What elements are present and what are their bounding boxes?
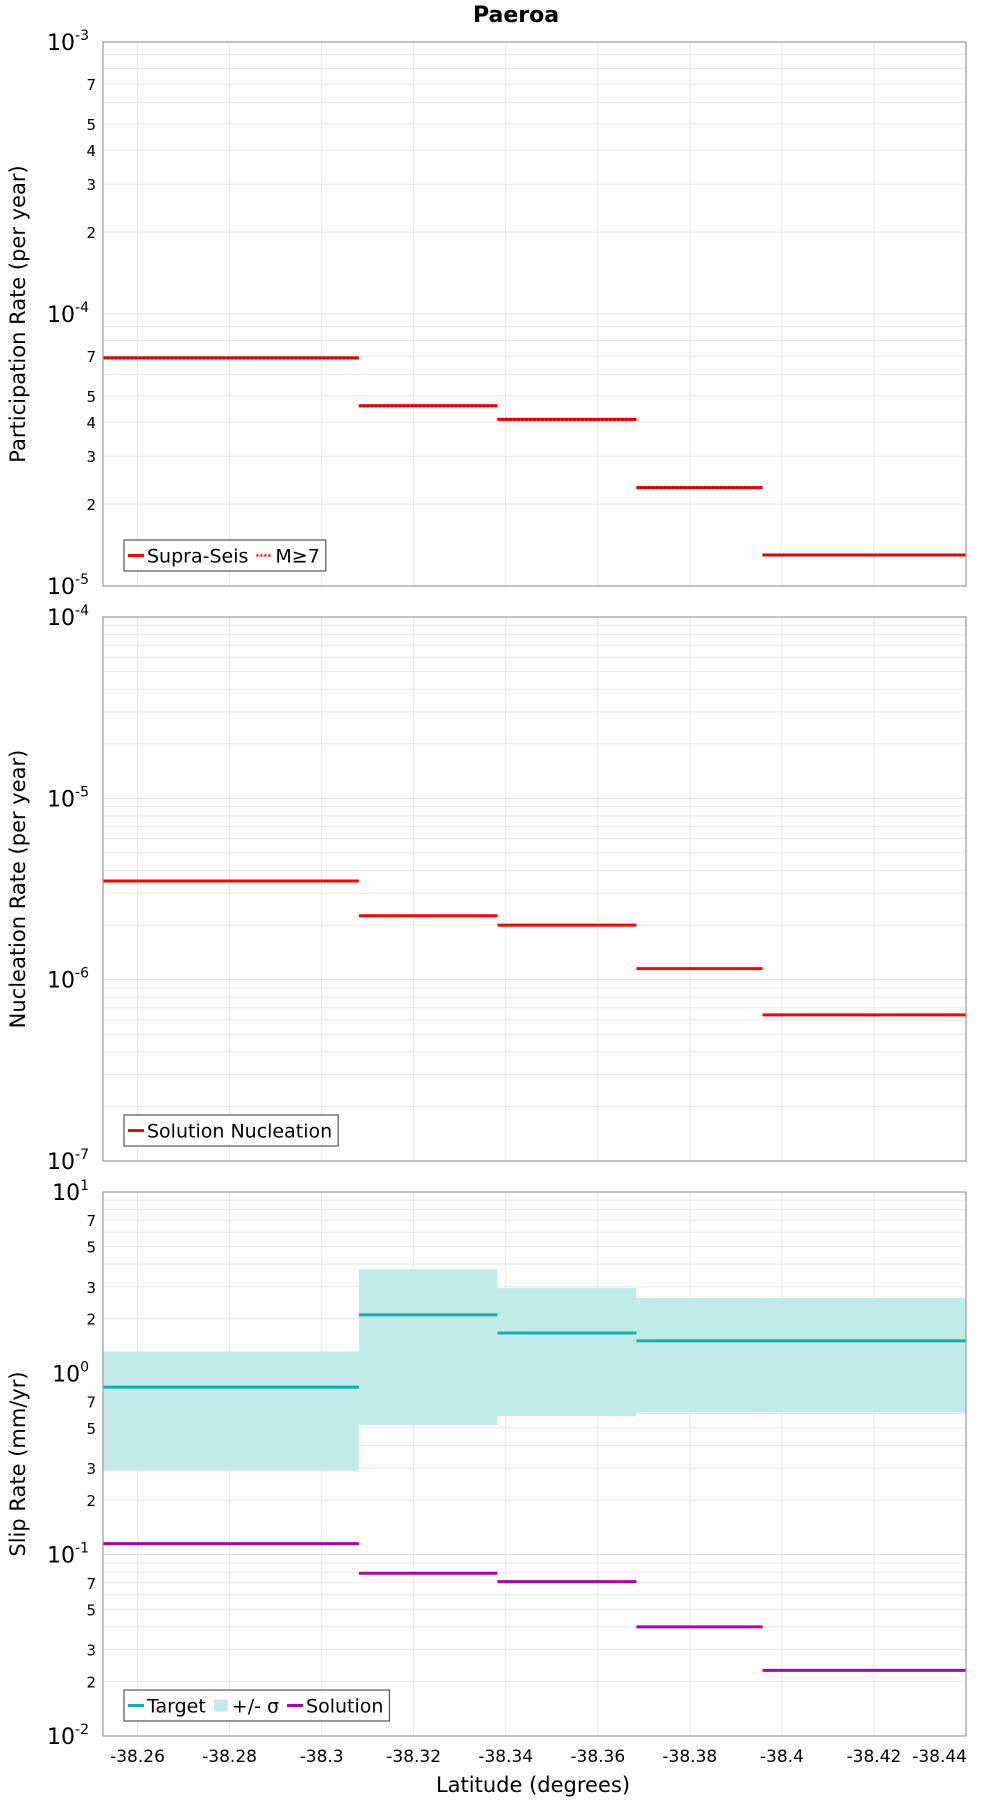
y-tick-label-minor: 5 (86, 388, 96, 406)
y-tick-label-major: 10-5 (47, 572, 89, 600)
legend-swatch (213, 1699, 228, 1712)
y-tick-label-minor: 3 (86, 1460, 96, 1478)
sigma-band-segment (762, 1298, 966, 1413)
y-tick-label-major: 10-7 (47, 1147, 89, 1175)
sigma-band-segment (636, 1298, 763, 1413)
legend: Supra-Seis M≥7 (123, 539, 327, 572)
y-tick-label-minor: 7 (86, 76, 96, 94)
y-tick-label-major: 10-6 (47, 966, 89, 994)
y-tick-label-major: 10-5 (47, 784, 89, 812)
x-tick-label: -38.38 (662, 1747, 717, 1767)
y-tick-label-major: 100 (52, 1359, 89, 1387)
y-tick-label-minor: 2 (86, 224, 96, 242)
x-tick-label: -38.34 (478, 1747, 533, 1767)
x-tick-label: -38.4 (760, 1747, 804, 1767)
x-tick-label: -38.3 (300, 1747, 344, 1767)
panel-slip: 10-2 10-1 100 101 2 3 5 7 2 3 5 7 2 3 5 7 Slip Rate (mm/… (6, 1178, 967, 1750)
y-tick-label-minor: 3 (86, 448, 96, 466)
legend-label: Solution (306, 1696, 383, 1718)
y-tick-label-major: 10-4 (47, 603, 89, 631)
panel-nucleation: 10-7 10-6 10-5 10-4 Nucleation Rate (per yea… (6, 603, 967, 1175)
y-tick-label-minor: 5 (86, 116, 96, 134)
y-tick-label-major: 10-3 (47, 28, 89, 56)
y-tick-label-minor: 2 (86, 1492, 96, 1510)
sigma-band-segment (358, 1269, 498, 1425)
y-tick-label-minor: 7 (86, 1575, 96, 1593)
sigma-band-segment (497, 1288, 637, 1417)
panel-participation: 10-5 10-4 10-3 2 3 4 5 7 2 3 4 5 7 Participation Rate… (6, 28, 967, 600)
plot-frame (102, 41, 967, 587)
y-tick-label-minor: 3 (86, 1641, 96, 1659)
legend-label: Solution Nucleation (147, 1121, 332, 1143)
y-tick-label-major: 101 (52, 1178, 89, 1206)
legend-label: M≥7 (275, 546, 319, 568)
x-tick-label: -38.36 (570, 1747, 625, 1767)
y-tick-label-major: 10-1 (47, 1541, 89, 1569)
y-tick-label-minor: 7 (86, 1212, 96, 1230)
legend-label: Target (146, 1696, 206, 1718)
x-tick-label: -38.44 (912, 1747, 967, 1767)
y-tick-label-minor: 4 (86, 142, 96, 160)
y-tick-label-minor: 2 (86, 1311, 96, 1329)
y-tick-label-minor: 7 (86, 1393, 96, 1411)
y-tick-label-minor: 2 (86, 496, 96, 514)
y-tick-label-minor: 2 (86, 1673, 96, 1691)
y-tick-label-minor: 5 (86, 1420, 96, 1438)
y-tick-label-minor: 5 (86, 1239, 96, 1257)
plot-area (103, 617, 966, 1161)
plot-frame (102, 616, 967, 1162)
legend-box (123, 1689, 391, 1722)
legend-box (123, 1114, 339, 1147)
chart-title: Paeroa (473, 3, 559, 28)
x-tick-label: -38.42 (847, 1747, 902, 1767)
legend: Solution Nucleation (123, 1114, 339, 1147)
x-tick-label: -38.28 (202, 1747, 257, 1767)
y-tick-label-minor: 5 (86, 1601, 96, 1619)
y-axis-label: Participation Rate (per year) (6, 165, 30, 462)
legend: Target +/- σ Solution (123, 1689, 391, 1722)
y-axis-label: Slip Rate (mm/yr) (6, 1371, 30, 1556)
x-axis: -38.26 -38.28 -38.3 -38.32 -38.34 -38.36 -38.3… (110, 1747, 967, 1767)
plot-frame (102, 1191, 967, 1737)
x-tick-label: -38.26 (110, 1747, 165, 1767)
x-axis-label: Latitude (degrees) (436, 1773, 630, 1797)
legend-label: +/- σ (232, 1696, 279, 1718)
y-tick-label-minor: 4 (86, 414, 96, 432)
y-tick-label-minor: 7 (86, 348, 96, 366)
x-tick-label: -38.32 (386, 1747, 441, 1767)
legend-box (123, 539, 327, 572)
y-axis-label: Nucleation Rate (per year) (6, 750, 30, 1029)
y-tick-label-major: 10-4 (47, 300, 89, 328)
y-tick-label-major: 10-2 (47, 1722, 89, 1750)
legend-label: Supra-Seis (147, 546, 248, 568)
sigma-band-segment (103, 1351, 359, 1471)
y-tick-label-minor: 3 (86, 176, 96, 194)
y-tick-label-minor: 3 (86, 1279, 96, 1297)
